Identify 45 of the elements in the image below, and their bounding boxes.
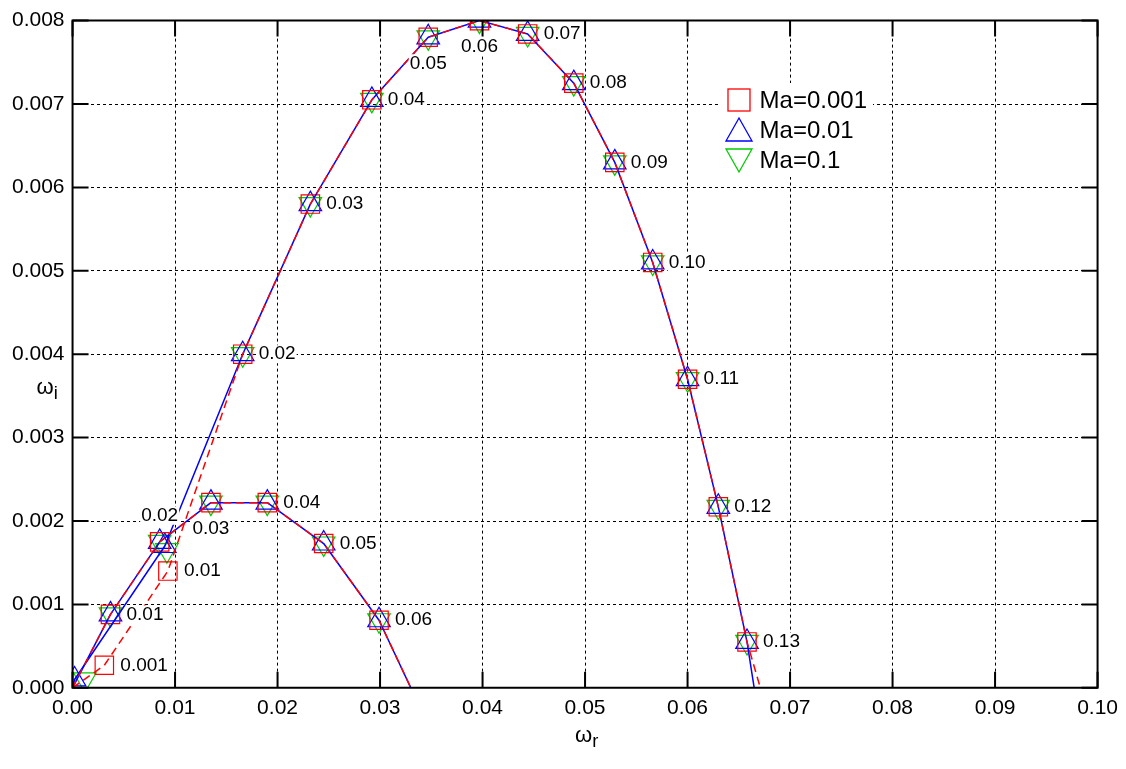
x-tick-label: 0.06 [667,695,708,719]
y-tick-label: 0.008 [11,7,65,31]
annotation: 0.03 [192,516,230,538]
annotation: 0.04 [283,490,321,512]
x-tick-label: 0.00 [52,695,93,719]
y-tick-label: 0.002 [11,507,65,531]
annotation: 0.11 [703,367,740,389]
y-tick-label: 0.000 [11,674,65,698]
y-tick-label: 0.003 [11,424,65,448]
x-tick-label: 0.08 [872,695,913,719]
annotation: 0.02 [141,504,179,526]
y-tick-label: 0.007 [11,90,65,114]
annotation: 0.05 [339,531,377,553]
legend-label: Ma=0.1 [759,144,841,175]
annotation: 0.12 [734,495,772,517]
x-tick-label: 0.01 [154,695,196,719]
annotation: 0.001 [120,653,168,675]
y-tick-label: 0.001 [11,591,65,615]
x-tick-label: 0.02 [257,695,298,719]
x-tick-label: 0.05 [564,695,606,719]
y-axis-title: ω$_{i}$ [36,374,58,405]
annotation: 0.01 [183,559,221,581]
x-tick-label: 0.04 [462,695,504,719]
annotation: 0.02 [258,342,296,364]
x-tick-label: 0.03 [359,695,401,719]
legend-label: Ma=0.001 [759,84,867,115]
annotation: 0.13 [763,630,800,652]
y-tick-label: 0.005 [11,257,65,281]
annotation: 0.06 [460,34,498,56]
annotation: 0.05 [409,51,447,73]
annotation: 0.09 [630,150,668,172]
x-tick-label: 0.07 [769,695,811,719]
x-tick-label: 0.10 [1077,695,1118,719]
annotation: 0.03 [326,192,364,214]
annotation: 0.06 [395,608,433,630]
annotation: 0.08 [589,71,627,93]
x-axis-title: ω$_{r}$ [575,721,599,753]
y-tick-label: 0.004 [11,341,65,364]
annotation: 0.07 [543,22,581,44]
legend-label: Ma=0.01 [759,114,854,145]
annotation: 0.04 [387,88,426,110]
annotation: 0.10 [668,250,706,272]
y-tick-label: 0.006 [11,174,65,198]
annotation: 0.01 [126,602,164,624]
x-tick-label: 0.09 [974,695,1016,719]
